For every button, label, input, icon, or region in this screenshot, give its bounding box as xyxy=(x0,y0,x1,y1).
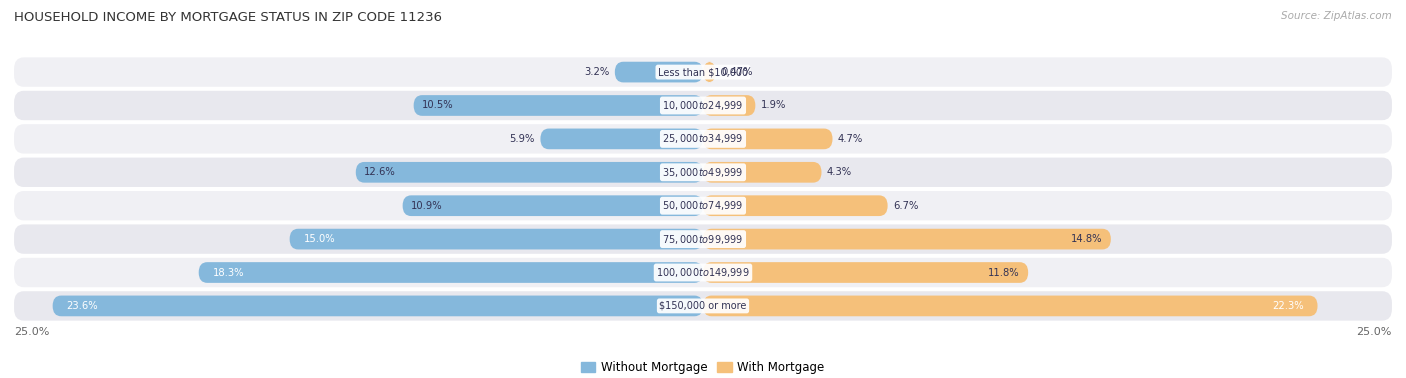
FancyBboxPatch shape xyxy=(703,129,832,149)
FancyBboxPatch shape xyxy=(402,195,703,216)
Text: Less than $10,000: Less than $10,000 xyxy=(658,67,748,77)
Text: 1.9%: 1.9% xyxy=(761,101,786,110)
FancyBboxPatch shape xyxy=(14,225,1392,254)
FancyBboxPatch shape xyxy=(14,258,1392,287)
FancyBboxPatch shape xyxy=(413,95,703,116)
Text: $150,000 or more: $150,000 or more xyxy=(659,301,747,311)
Text: 0.47%: 0.47% xyxy=(721,67,754,77)
FancyBboxPatch shape xyxy=(14,57,1392,87)
FancyBboxPatch shape xyxy=(703,229,1111,249)
Text: 18.3%: 18.3% xyxy=(212,268,245,277)
Text: 23.6%: 23.6% xyxy=(66,301,98,311)
Text: 25.0%: 25.0% xyxy=(14,327,49,337)
FancyBboxPatch shape xyxy=(703,262,1028,283)
FancyBboxPatch shape xyxy=(14,124,1392,153)
FancyBboxPatch shape xyxy=(614,62,703,82)
Text: 4.3%: 4.3% xyxy=(827,167,852,177)
Text: $10,000 to $24,999: $10,000 to $24,999 xyxy=(662,99,744,112)
Text: 14.8%: 14.8% xyxy=(1071,234,1102,244)
Text: $25,000 to $34,999: $25,000 to $34,999 xyxy=(662,132,744,146)
FancyBboxPatch shape xyxy=(703,95,755,116)
Legend: Without Mortgage, With Mortgage: Without Mortgage, With Mortgage xyxy=(576,356,830,378)
Text: 22.3%: 22.3% xyxy=(1272,301,1303,311)
Text: 3.2%: 3.2% xyxy=(583,67,609,77)
Text: $35,000 to $49,999: $35,000 to $49,999 xyxy=(662,166,744,179)
FancyBboxPatch shape xyxy=(703,162,821,183)
Text: 25.0%: 25.0% xyxy=(1357,327,1392,337)
Text: 15.0%: 15.0% xyxy=(304,234,335,244)
Text: HOUSEHOLD INCOME BY MORTGAGE STATUS IN ZIP CODE 11236: HOUSEHOLD INCOME BY MORTGAGE STATUS IN Z… xyxy=(14,11,441,24)
Text: 10.9%: 10.9% xyxy=(411,201,443,211)
Text: 5.9%: 5.9% xyxy=(509,134,534,144)
Text: 11.8%: 11.8% xyxy=(988,268,1019,277)
Text: 4.7%: 4.7% xyxy=(838,134,863,144)
FancyBboxPatch shape xyxy=(14,91,1392,120)
Text: 12.6%: 12.6% xyxy=(364,167,396,177)
Text: Source: ZipAtlas.com: Source: ZipAtlas.com xyxy=(1281,11,1392,21)
Text: 6.7%: 6.7% xyxy=(893,201,918,211)
FancyBboxPatch shape xyxy=(198,262,703,283)
FancyBboxPatch shape xyxy=(14,191,1392,220)
FancyBboxPatch shape xyxy=(356,162,703,183)
FancyBboxPatch shape xyxy=(14,158,1392,187)
Text: $50,000 to $74,999: $50,000 to $74,999 xyxy=(662,199,744,212)
FancyBboxPatch shape xyxy=(14,291,1392,321)
Text: $100,000 to $149,999: $100,000 to $149,999 xyxy=(657,266,749,279)
FancyBboxPatch shape xyxy=(290,229,703,249)
Text: $75,000 to $99,999: $75,000 to $99,999 xyxy=(662,232,744,246)
Text: 10.5%: 10.5% xyxy=(422,101,454,110)
FancyBboxPatch shape xyxy=(703,296,1317,316)
FancyBboxPatch shape xyxy=(52,296,703,316)
FancyBboxPatch shape xyxy=(703,195,887,216)
FancyBboxPatch shape xyxy=(703,62,716,82)
FancyBboxPatch shape xyxy=(540,129,703,149)
